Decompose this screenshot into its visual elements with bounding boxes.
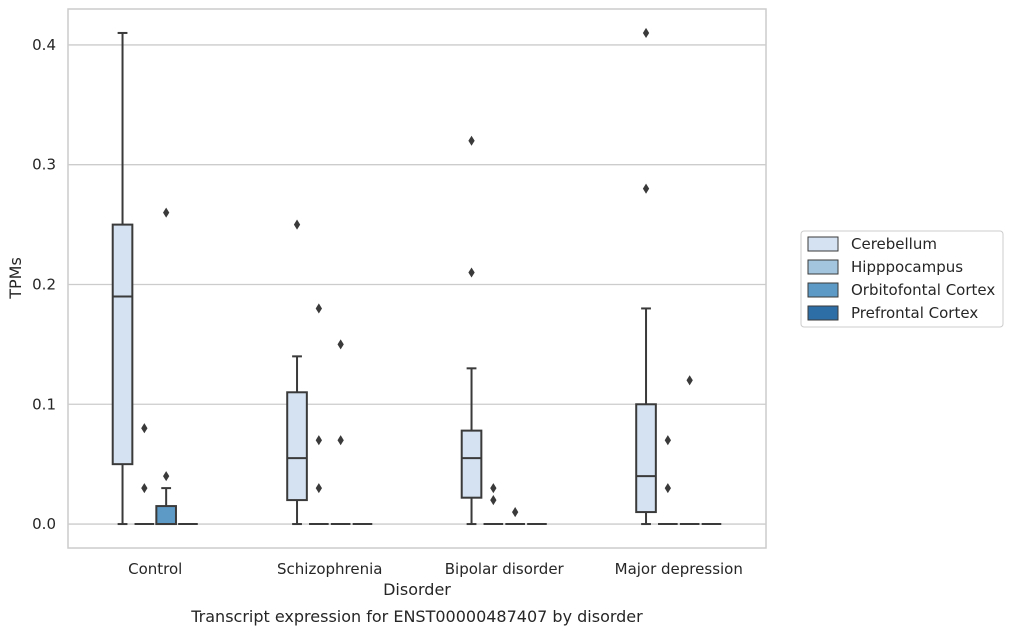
box-cerebellum bbox=[286, 219, 308, 526]
box-hipppocampus bbox=[483, 483, 504, 526]
outlier-point bbox=[293, 219, 301, 230]
y-tick-label: 0.1 bbox=[32, 395, 56, 413]
outlier-point bbox=[664, 483, 671, 494]
y-tick-label: 0.2 bbox=[32, 275, 56, 293]
outlier-point bbox=[490, 495, 497, 506]
outlier-point bbox=[642, 183, 650, 194]
box-hipppocampus bbox=[309, 303, 329, 526]
outlier-point bbox=[468, 267, 475, 278]
legend-swatch bbox=[807, 259, 839, 275]
y-tick-label: 0.3 bbox=[32, 156, 56, 174]
outlier-point bbox=[315, 435, 322, 446]
outlier-point bbox=[315, 483, 322, 494]
gridlines bbox=[68, 44, 766, 525]
outlier-point bbox=[141, 423, 148, 434]
outlier-point bbox=[490, 483, 497, 494]
x-tick-label: Major depression bbox=[615, 560, 743, 578]
box-orbitofontal-cortex bbox=[505, 507, 525, 526]
x-tick-label: Control bbox=[128, 560, 182, 578]
box-hipppocampus bbox=[658, 435, 678, 526]
box-body bbox=[286, 391, 308, 502]
y-axis-ticks: 0.0 0.1 0.2 0.3 0.4 bbox=[32, 36, 56, 533]
chart-caption: Transcript expression for ENST0000048740… bbox=[190, 607, 643, 626]
boxes bbox=[111, 27, 722, 526]
x-tick-label: Bipolar disorder bbox=[445, 560, 565, 578]
box-body bbox=[111, 223, 134, 466]
box-body bbox=[460, 429, 483, 499]
y-tick-label: 0.0 bbox=[32, 515, 56, 533]
x-axis-ticks: Control Schizophrenia Bipolar disorder Majo… bbox=[128, 560, 743, 578]
outlier-point bbox=[163, 207, 170, 218]
box-cerebellum bbox=[460, 135, 483, 526]
y-axis-label: TPMs bbox=[6, 257, 25, 300]
outlier-point bbox=[512, 507, 519, 518]
x-axis-label: Disorder bbox=[383, 580, 451, 599]
outlier-point bbox=[337, 339, 344, 350]
outlier-point bbox=[141, 483, 148, 494]
outlier-point bbox=[686, 375, 693, 386]
legend-swatch bbox=[807, 305, 839, 321]
legend-label: Prefrontal Cortex bbox=[851, 304, 978, 322]
outlier-point bbox=[315, 303, 322, 314]
box-orbitofontal-cortex bbox=[679, 375, 700, 526]
legend-frame bbox=[800, 230, 1004, 328]
legend-swatch bbox=[807, 236, 839, 252]
box-orbitofontal-cortex bbox=[330, 339, 351, 526]
outlier-point bbox=[163, 471, 170, 482]
box-orbitofontal-cortex bbox=[155, 207, 177, 526]
outlier-point bbox=[337, 435, 344, 446]
y-tick-label: 0.4 bbox=[32, 36, 56, 54]
legend: Cerebellum Hipppocampus Orbitofontal Corte… bbox=[800, 230, 1004, 328]
outlier-point bbox=[468, 135, 475, 146]
box-hipppocampus bbox=[134, 423, 155, 526]
legend-label: Cerebellum bbox=[851, 235, 937, 253]
box-body bbox=[635, 403, 657, 514]
box-cerebellum bbox=[635, 27, 657, 526]
outlier-point bbox=[642, 27, 650, 38]
outlier-point bbox=[664, 435, 671, 446]
plot-area-frame bbox=[67, 8, 767, 549]
box-cerebellum bbox=[111, 31, 134, 526]
legend-swatch bbox=[807, 282, 839, 298]
x-tick-label: Schizophrenia bbox=[277, 560, 382, 578]
legend-label: Hipppocampus bbox=[851, 258, 963, 276]
box-body bbox=[155, 505, 177, 526]
legend-label: Orbitofontal Cortex bbox=[851, 281, 995, 299]
